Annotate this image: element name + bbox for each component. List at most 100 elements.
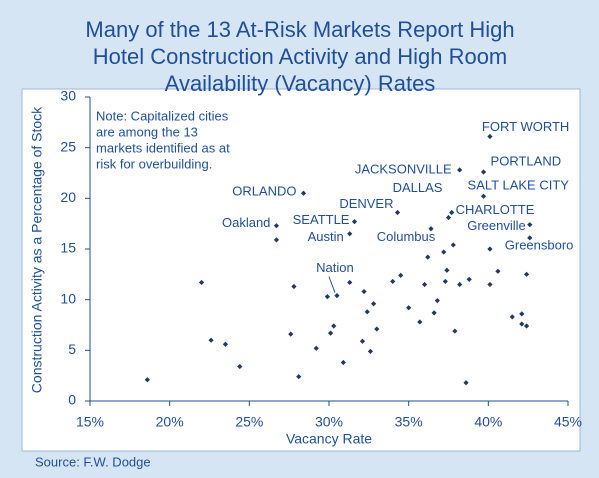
point-label: SEATTLE — [293, 212, 350, 227]
x-tick-label: 30% — [315, 414, 343, 430]
point — [361, 288, 367, 295]
chart-title: Hotel Construction Activity and High Roo… — [93, 44, 508, 69]
point — [523, 271, 530, 277]
point — [367, 348, 374, 354]
point — [331, 323, 337, 329]
point-label: PORTLAND — [491, 153, 562, 168]
x-tick-label: 25% — [235, 414, 263, 430]
x-tick-label: 40% — [474, 414, 502, 430]
point — [208, 337, 214, 343]
x-tick-label: 35% — [395, 414, 423, 430]
y-tick-label: 0 — [68, 392, 76, 408]
point-label: Greenville — [467, 218, 526, 233]
point — [371, 301, 377, 307]
point — [519, 311, 525, 317]
source: Source: F.W. Dodge — [35, 454, 151, 469]
point-label: CHARLOTTE — [456, 202, 535, 217]
leader-line — [328, 276, 336, 293]
point — [450, 242, 456, 248]
chart-title: Availability (Vacancy) Rates — [165, 71, 436, 96]
y-tick-label: 25 — [60, 138, 76, 154]
point — [487, 246, 493, 252]
point-label: ORLANDO — [232, 184, 296, 199]
point — [359, 338, 366, 344]
point — [428, 226, 434, 232]
point — [398, 272, 404, 278]
point — [480, 193, 487, 199]
point — [406, 305, 412, 311]
y-axis-label: Construction Activity as a Percentage of… — [29, 106, 45, 393]
note: Note: Capitalized cities — [96, 108, 229, 123]
x-tick-label: 20% — [156, 414, 184, 430]
point — [425, 254, 431, 260]
note: risk for overbuilding. — [96, 156, 212, 171]
x-tick-label: 45% — [554, 414, 582, 430]
point — [334, 293, 340, 299]
point — [291, 283, 297, 290]
point — [509, 314, 515, 320]
point — [444, 267, 450, 273]
point-label: FORT WORTH — [482, 119, 569, 134]
point — [144, 377, 150, 383]
point — [417, 319, 423, 325]
point — [394, 209, 401, 216]
point — [487, 133, 493, 140]
point — [441, 249, 447, 255]
point — [288, 331, 294, 337]
point-label: Oakland — [222, 215, 270, 230]
x-axis-label: Vacancy Rate — [286, 431, 372, 447]
point — [313, 345, 319, 351]
point — [445, 214, 452, 221]
note: markets identified as at — [96, 140, 230, 155]
point — [434, 298, 440, 304]
y-tick-label: 30 — [60, 88, 76, 104]
point — [431, 310, 437, 316]
point — [237, 363, 243, 370]
point — [364, 309, 370, 315]
point — [273, 223, 280, 229]
point — [463, 380, 469, 386]
point — [442, 278, 448, 285]
point — [449, 209, 455, 216]
x-tick-label: 15% — [76, 414, 104, 430]
chart-title: Many of the 13 At-Risk Markets Report Hi… — [85, 17, 514, 42]
y-tick-label: 5 — [68, 341, 76, 357]
point — [351, 219, 358, 225]
point — [457, 167, 463, 173]
point — [198, 279, 205, 286]
point — [452, 328, 458, 334]
point — [527, 235, 533, 241]
point — [340, 359, 346, 366]
y-tick-label: 20 — [60, 189, 76, 205]
point — [347, 279, 353, 286]
point — [487, 281, 493, 288]
point — [519, 321, 525, 327]
point — [457, 281, 463, 288]
point — [327, 330, 334, 336]
point-label: SALT LAKE CITY — [468, 178, 570, 193]
point — [296, 374, 302, 380]
note: are among the 13 — [96, 124, 198, 139]
point-label: Columbus — [377, 229, 436, 244]
point — [300, 190, 307, 196]
point — [480, 169, 487, 175]
point — [466, 276, 472, 282]
point-label: JACKSONVILLE — [355, 161, 452, 176]
point-label: DENVER — [339, 196, 393, 211]
point — [390, 278, 396, 285]
y-tick-label: 15 — [60, 240, 76, 256]
point — [324, 294, 331, 300]
plot-panel — [21, 88, 581, 452]
point — [527, 222, 533, 228]
point-label: Nation — [316, 260, 354, 275]
point — [222, 341, 229, 347]
point — [495, 268, 501, 274]
point — [523, 323, 530, 329]
point — [273, 237, 280, 243]
point — [422, 281, 428, 288]
y-tick-label: 10 — [60, 290, 76, 306]
point — [374, 326, 380, 332]
point-label: Greensboro — [505, 237, 574, 252]
